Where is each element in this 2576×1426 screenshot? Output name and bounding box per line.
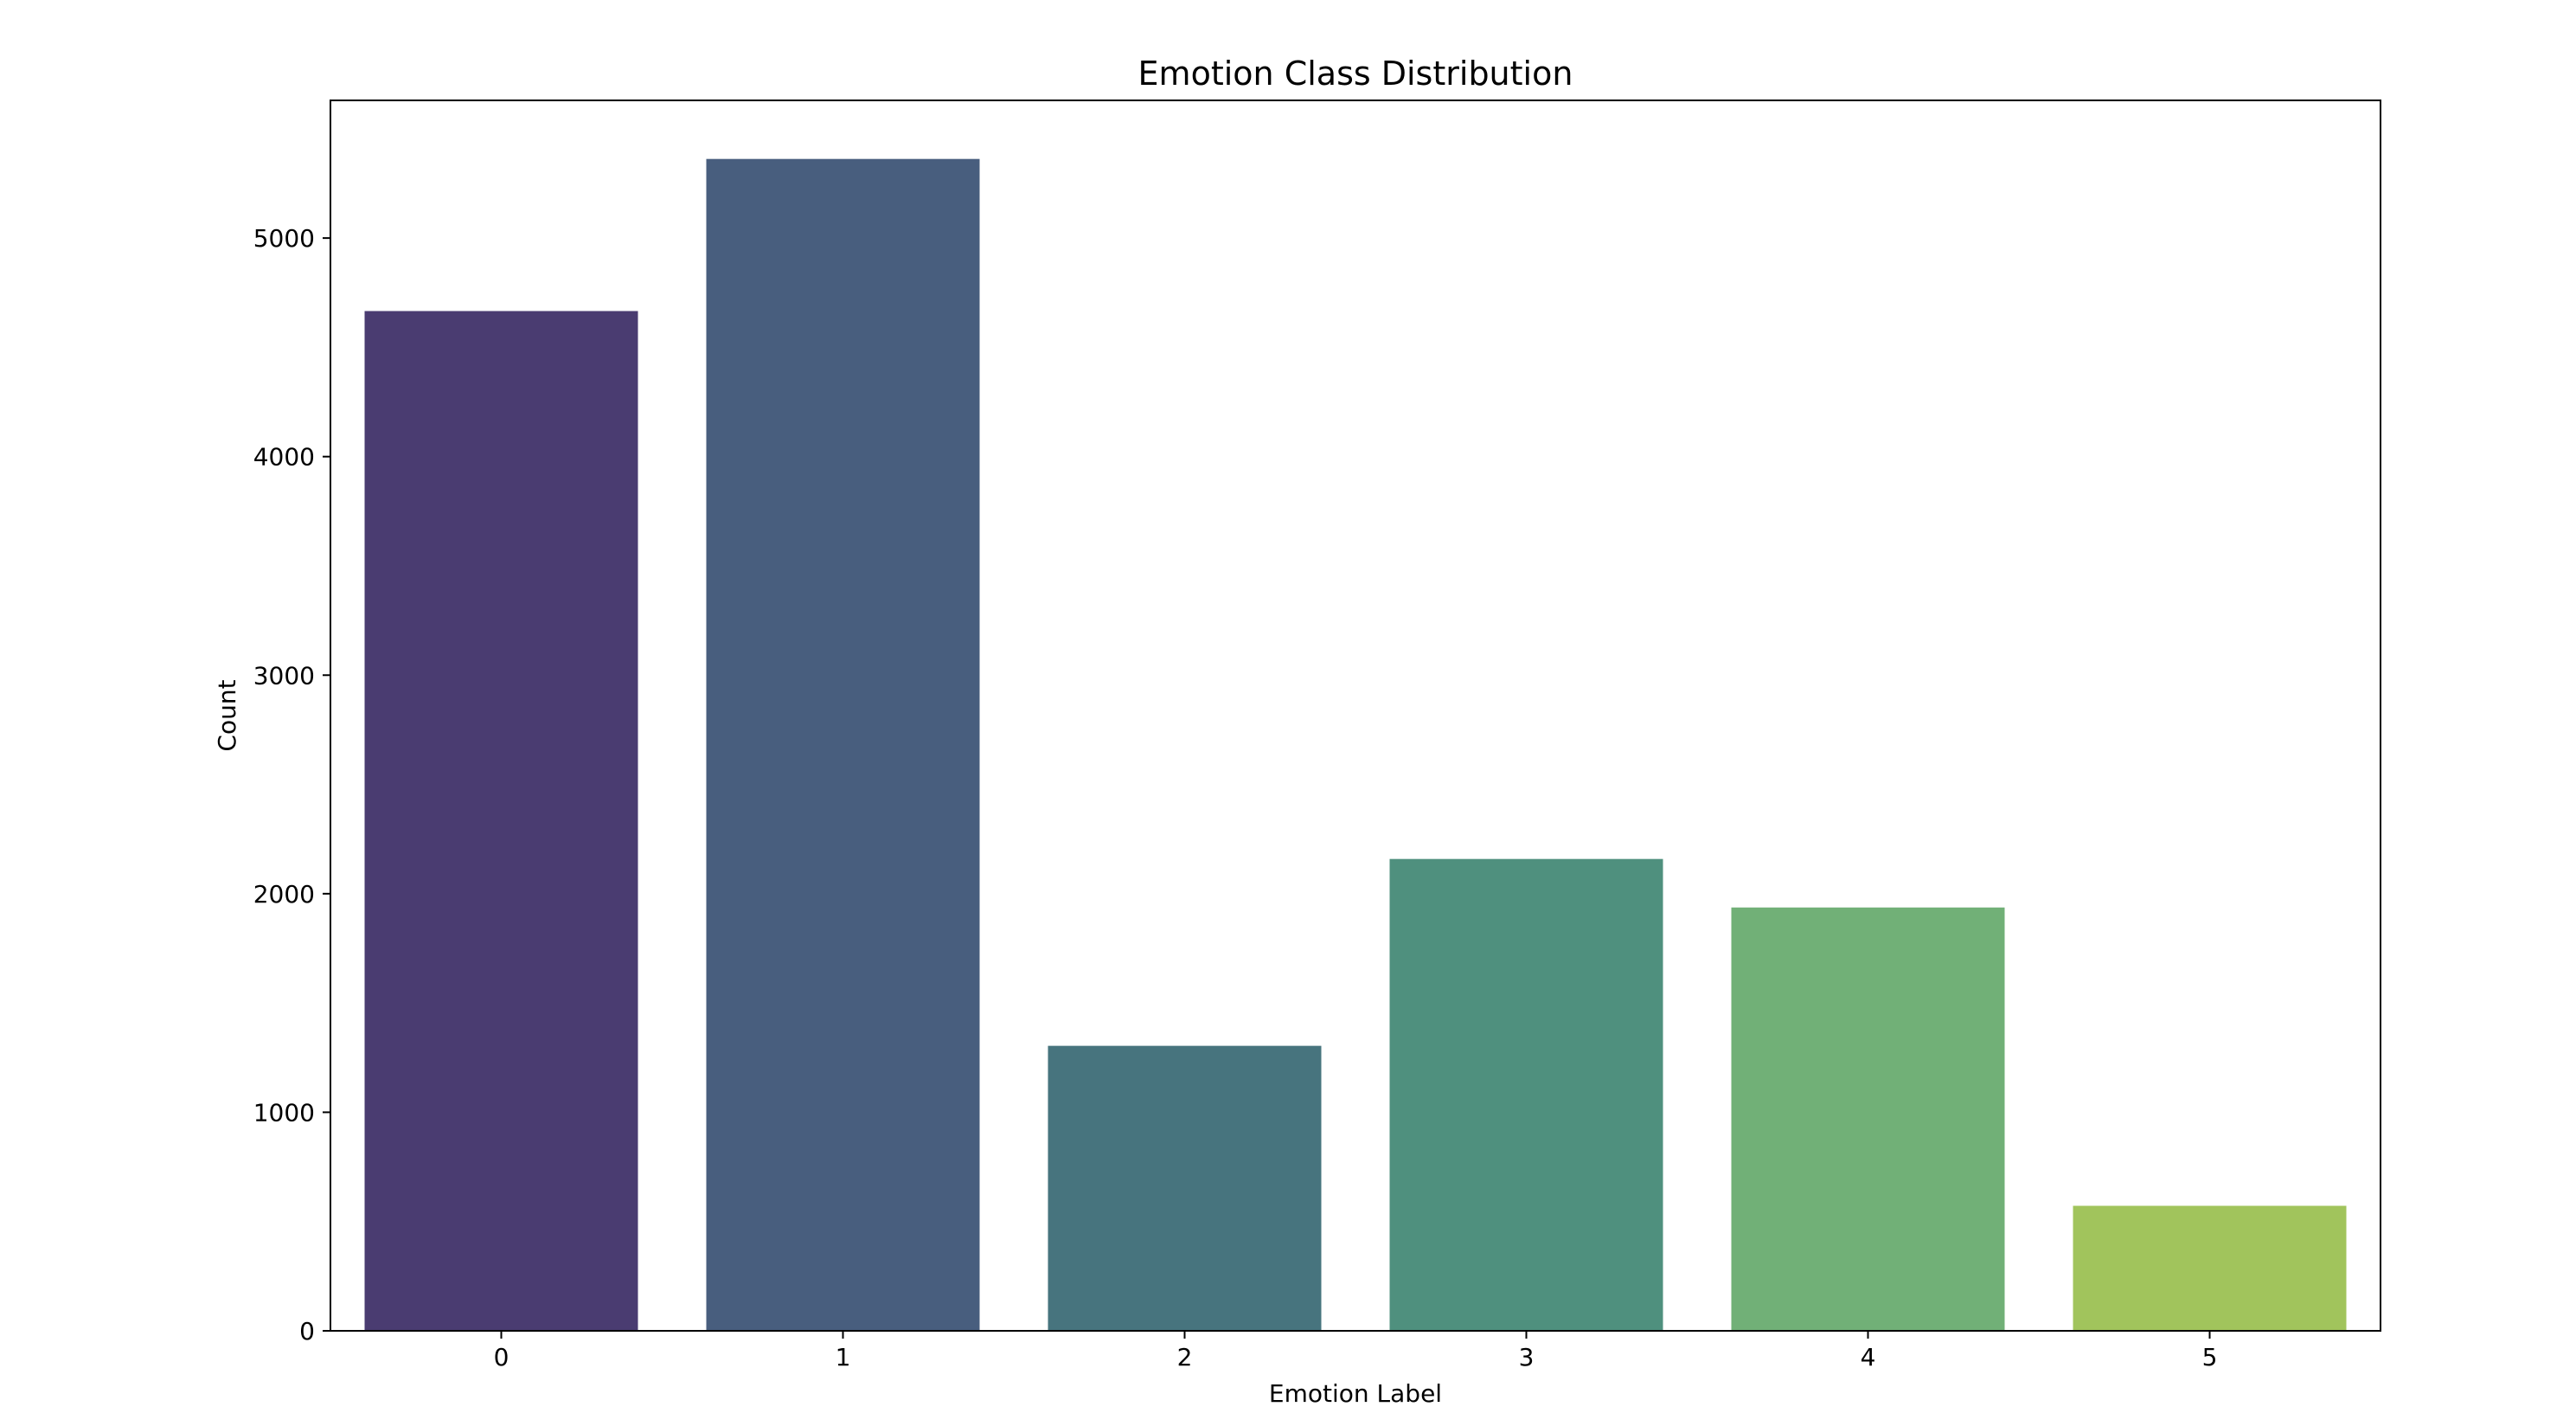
x-axis: 0 1 2 3 4 5 [494,1331,2218,1371]
plot-frame [330,100,2381,1332]
y-tick-label-2000: 2000 [253,880,315,909]
x-tick-label-5: 5 [2202,1343,2218,1371]
y-tick-label-4000: 4000 [253,443,315,472]
bar-4 [1731,907,2005,1331]
y-tick-label-5000: 5000 [253,224,315,253]
x-axis-label: Emotion Label [1269,1379,1442,1408]
y-axis-label: Count [213,679,241,751]
y-axis: 0 1000 2000 3000 4000 5000 [253,224,330,1346]
bar-3 [1389,858,1663,1331]
bars-group [364,158,2347,1332]
bar-1 [706,158,980,1332]
x-tick-label-1: 1 [836,1343,851,1371]
bar-0 [364,311,638,1331]
bar-2 [1048,1045,1322,1331]
chart-title: Emotion Class Distribution [1138,55,1573,93]
y-tick-label-0: 0 [299,1317,315,1346]
y-tick-label-3000: 3000 [253,661,315,690]
y-tick-label-1000: 1000 [253,1098,315,1127]
bar-5 [2073,1205,2347,1331]
x-tick-label-0: 0 [494,1343,509,1371]
x-tick-label-3: 3 [1519,1343,1535,1371]
x-tick-label-4: 4 [1861,1343,1876,1371]
x-tick-label-2: 2 [1177,1343,1193,1371]
